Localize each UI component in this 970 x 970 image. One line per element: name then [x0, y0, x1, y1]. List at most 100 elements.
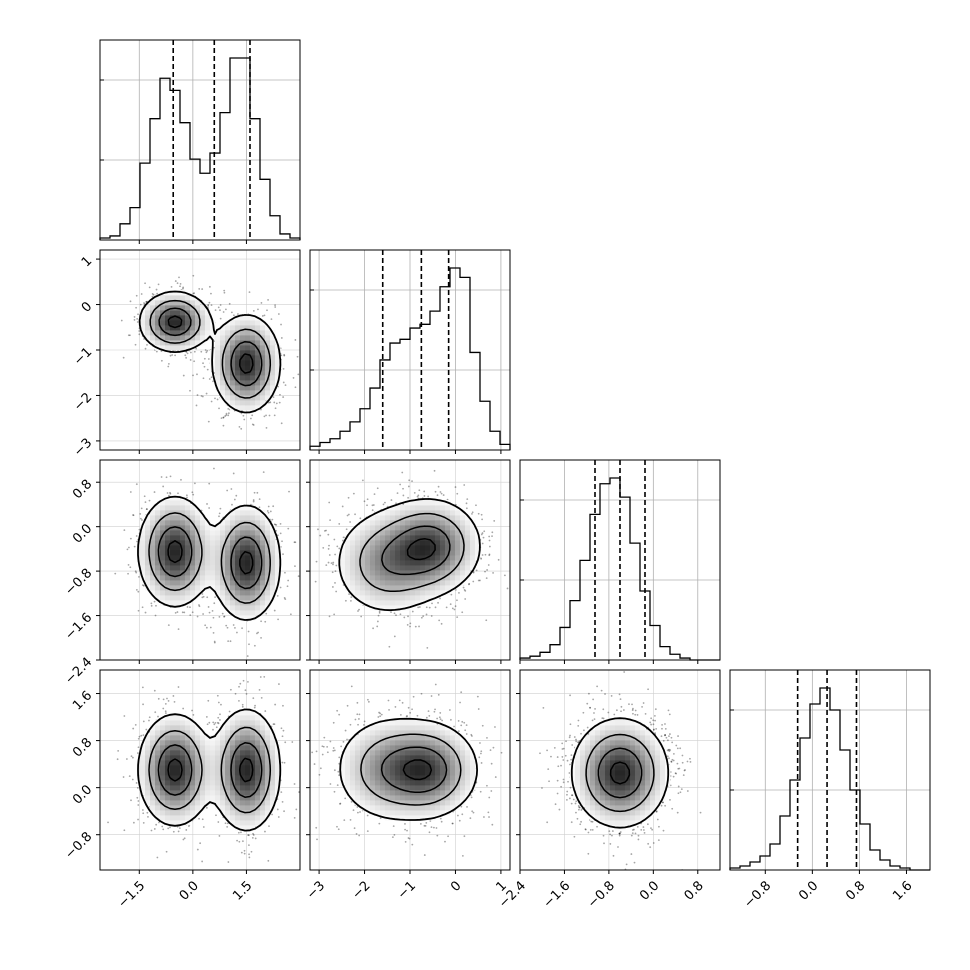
density-cell: [270, 545, 276, 551]
density-cell: [160, 575, 166, 581]
density-cell: [270, 375, 276, 381]
sample-point: [153, 491, 156, 493]
sample-point: [471, 512, 473, 515]
sample-point: [406, 623, 409, 626]
sample-point: [207, 304, 209, 307]
sample-point: [137, 590, 140, 593]
sample-point: [411, 610, 414, 613]
density-cell: [165, 325, 171, 331]
density-cell: [170, 320, 176, 326]
density-cell: [180, 555, 186, 561]
contour-line: [148, 512, 271, 604]
sample-point: [185, 356, 188, 359]
density-cell: [150, 580, 156, 586]
sample-point: [144, 611, 147, 614]
sample-point: [338, 523, 341, 525]
density-cell: [145, 575, 151, 581]
density-cell: [275, 570, 281, 576]
density-cell: [215, 550, 221, 556]
density-cell: [175, 345, 181, 351]
density-cell: [230, 340, 236, 346]
density-cell: [160, 560, 166, 566]
sample-point: [219, 309, 221, 312]
sample-point: [126, 548, 129, 551]
density-cell: [205, 325, 211, 331]
sample-point: [179, 285, 181, 288]
density-cell: [155, 320, 161, 326]
sample-point: [192, 292, 195, 295]
density-cell: [200, 560, 206, 566]
density-cell: [245, 595, 251, 601]
density-cell: [235, 400, 241, 406]
density-cell: [215, 565, 221, 571]
sample-point: [328, 544, 330, 547]
sample-point: [136, 321, 139, 323]
joint-plot-area: [100, 460, 300, 660]
density-cell: [180, 535, 186, 541]
density-cell: [260, 550, 266, 556]
sample-point: [169, 492, 172, 495]
sample-point: [284, 571, 286, 574]
density-cell: [220, 380, 226, 386]
sample-point: [402, 494, 405, 497]
density-cell: [275, 565, 281, 571]
density-cell: [265, 525, 271, 531]
sample-point: [363, 500, 366, 503]
density-cell: [225, 375, 231, 381]
density-cell: [275, 575, 281, 581]
sample-point: [189, 359, 192, 361]
density-cell: [235, 395, 241, 401]
density-cell: [185, 535, 191, 541]
density-cell: [255, 585, 261, 591]
sample-point: [377, 614, 380, 617]
density-cell: [220, 335, 226, 341]
sample-point: [144, 282, 146, 285]
density-cell: [165, 345, 171, 351]
density-cell: [190, 585, 196, 591]
density-cell: [160, 590, 166, 596]
density-cell: [240, 345, 246, 351]
density-cell: [245, 590, 251, 596]
sample-point: [228, 302, 231, 305]
density-cell: [260, 330, 266, 336]
density-cell: [220, 530, 226, 536]
sample-point: [275, 523, 278, 526]
sample-point: [382, 503, 385, 506]
density-cell: [255, 365, 261, 371]
density-cell: [270, 540, 276, 546]
density-cell: [160, 340, 166, 346]
sample-point: [333, 613, 336, 616]
density-cell: [215, 355, 221, 361]
sample-point: [277, 313, 280, 315]
density-cell: [250, 330, 256, 336]
density-cell: [245, 375, 251, 381]
sample-point: [267, 401, 270, 404]
sample-point: [132, 514, 135, 517]
sample-point: [230, 488, 233, 490]
density-cell: [255, 395, 261, 401]
sample-point: [331, 586, 334, 588]
sample-point: [174, 354, 177, 357]
contour-line: [149, 299, 272, 399]
contour-line: [137, 495, 282, 621]
sample-point: [137, 609, 140, 612]
density-cell: [240, 605, 246, 611]
axes-frame: [99, 459, 301, 661]
density-cell: [215, 560, 221, 566]
density-cell: [245, 540, 251, 546]
density-cell: [245, 390, 251, 396]
density-cell: [150, 540, 156, 546]
density-cell: [250, 585, 256, 591]
sample-point: [134, 570, 137, 573]
sample-point: [481, 542, 484, 545]
density-cell: [180, 320, 186, 326]
density-cell: [235, 385, 241, 391]
sample-point: [411, 480, 413, 482]
density-cell: [150, 305, 156, 311]
density-cell: [210, 335, 216, 341]
sample-point: [287, 579, 290, 582]
density-cell: [245, 335, 251, 341]
density-cell: [200, 520, 206, 526]
sample-point: [272, 396, 275, 399]
density-cell: [140, 540, 146, 546]
